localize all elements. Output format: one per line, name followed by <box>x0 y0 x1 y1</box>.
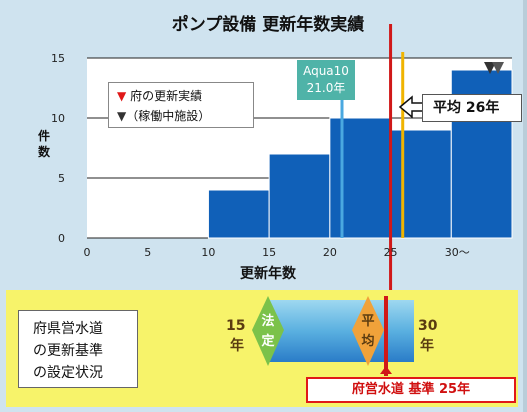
red-triangle-icon: ▼ <box>117 89 127 103</box>
standard-line: 府県営水道 <box>33 321 103 337</box>
x-tick-label: 20 <box>323 246 337 259</box>
y-axis-label-2: 数 <box>38 144 51 159</box>
y-tick-label: 15 <box>51 52 65 65</box>
legal-char: 法 <box>261 314 275 329</box>
reference-lines <box>340 24 405 300</box>
y-tick-labels: 0 5 10 15 <box>51 52 65 245</box>
high-unit: 年 <box>420 338 434 354</box>
marker-triangle-1 <box>484 62 496 74</box>
legend-item: ▼（稼働中施設） <box>117 106 253 126</box>
x-tick-label: 25 <box>384 246 398 259</box>
aqua-name: Aqua10 <box>303 64 349 78</box>
bar <box>329 117 392 239</box>
aqua-annotation: Aqua10 21.0年 <box>297 60 355 100</box>
bar <box>390 129 452 239</box>
low-num: 15 <box>226 318 246 334</box>
standard-line: の更新基準 <box>33 343 103 359</box>
x-tick-label: 5 <box>144 246 151 259</box>
x-tick-label: 15 <box>262 246 276 259</box>
average-annotation: 平均 26年 <box>422 94 522 122</box>
legend-label: （稼働中施設） <box>126 109 211 123</box>
aqua-value: 21.0年 <box>306 81 346 95</box>
x-axis-label: 更新年数 <box>240 265 297 282</box>
y-tick-label: 10 <box>51 112 65 125</box>
x-tick-label: 0 <box>84 246 91 259</box>
base-annotation: 府営水道 基準 25年 <box>306 377 516 403</box>
bar <box>268 153 331 239</box>
legend-label: 府の更新実績 <box>130 89 203 103</box>
standard-line: の設定状況 <box>33 365 103 381</box>
standard-box: 府県営水道 の更新基準 の設定状況 <box>18 310 138 388</box>
bar <box>207 189 270 239</box>
marker-triangle-2 <box>492 62 504 74</box>
average-diamond <box>352 296 384 366</box>
dark-triangle-icon: ▼ <box>117 109 127 123</box>
high-num: 30 <box>418 318 438 334</box>
x-tick-label: 10 <box>201 246 215 259</box>
y-tick-label: 5 <box>58 172 65 185</box>
x-tick-label: 30〜 <box>445 246 470 259</box>
legal-diamond <box>252 296 284 366</box>
x-tick-labels: 0 5 10 15 20 25 30〜 <box>84 246 470 259</box>
y-axis-label-1: 件 <box>38 128 50 143</box>
low-unit: 年 <box>230 338 244 354</box>
avg-char: 均 <box>361 334 375 349</box>
avg-char: 平 <box>361 314 375 329</box>
legend: ▼ 府の更新実績 ▼（稼働中施設） <box>108 82 254 128</box>
chart-title: ポンプ設備 更新年数実績 <box>172 14 364 35</box>
y-tick-label: 0 <box>58 232 65 245</box>
legend-item: ▼ 府の更新実績 <box>117 86 253 106</box>
standard-range-bar <box>268 300 414 362</box>
legal-char: 定 <box>261 334 275 349</box>
base-arrow-icon <box>380 366 392 374</box>
